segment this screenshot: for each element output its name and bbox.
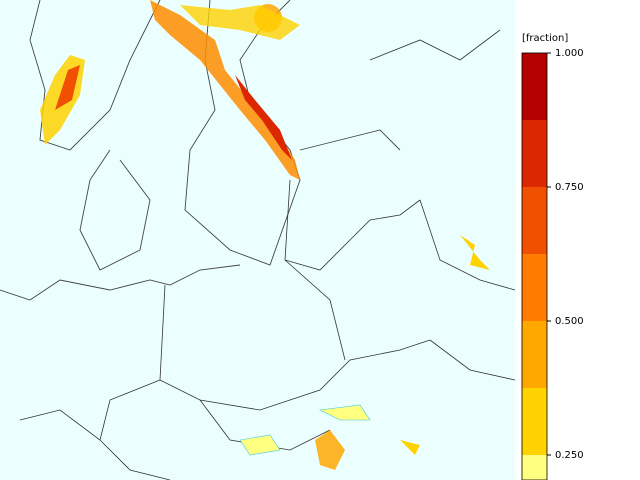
legend-band xyxy=(522,187,547,254)
legend-band xyxy=(522,120,547,187)
legend-band xyxy=(522,254,547,321)
coastline xyxy=(0,0,401,301)
legend-tick-label: 1.000 xyxy=(555,48,584,59)
fraction-patches xyxy=(40,0,490,470)
legend-band xyxy=(522,388,547,455)
legend-title: [fraction] xyxy=(522,33,568,44)
legend-tick-label: 0.750 xyxy=(555,182,584,193)
legend-band xyxy=(522,455,547,480)
legend-band xyxy=(522,53,547,120)
legend-frame xyxy=(521,52,548,480)
legend-band xyxy=(522,321,547,388)
legend-tick-label: 0.250 xyxy=(555,450,584,461)
map xyxy=(0,0,516,480)
legend-tick-label: 0.500 xyxy=(555,316,584,327)
legend: [fraction] 1.000 0.750 0.500 0.250 xyxy=(521,33,584,480)
map-background xyxy=(0,0,515,480)
